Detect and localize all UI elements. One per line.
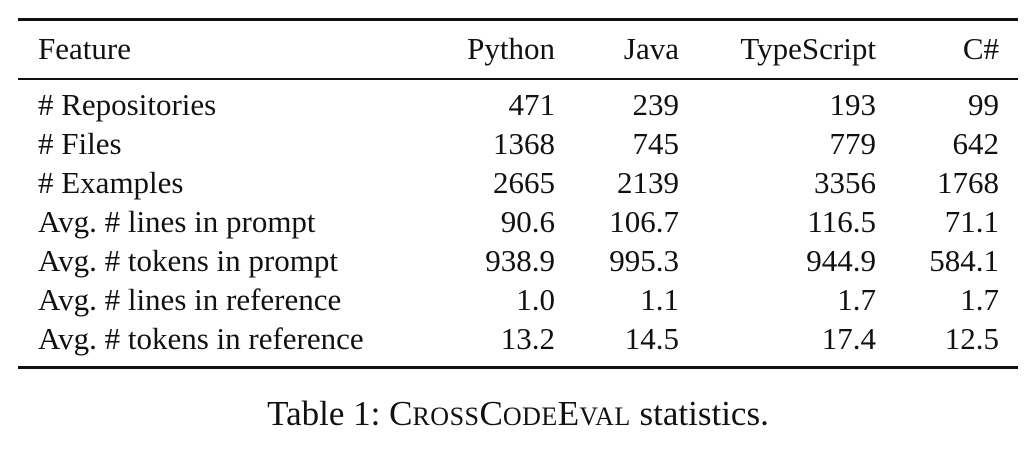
cell-typescript: 1.7 <box>837 282 876 317</box>
cell-typescript: 944.9 <box>806 243 876 278</box>
cell-feature: Avg. # lines in reference <box>38 282 342 317</box>
cell-java: 1.1 <box>640 282 679 317</box>
header-java: Java <box>623 31 679 66</box>
caption-name-cap: C <box>389 394 413 433</box>
header-feature: Feature <box>38 31 131 66</box>
cell-typescript: 779 <box>829 126 877 161</box>
table-top-rule <box>18 18 1018 21</box>
cell-typescript: 193 <box>829 87 877 122</box>
cell-csharp: 642 <box>952 126 1000 161</box>
cell-python: 1368 <box>493 126 555 161</box>
table-row: Avg. # tokens in reference 13.2 14.5 17.4 12… <box>18 320 1018 358</box>
caption-name-cap: E <box>557 394 580 433</box>
caption-prefix: Table 1: <box>267 394 390 433</box>
caption-name-small: ROSS <box>412 402 480 431</box>
table-row: # Files 1368 745 779 642 <box>18 125 1018 163</box>
cell-feature: Avg. # tokens in prompt <box>38 243 338 278</box>
cell-csharp: 12.5 <box>944 321 999 356</box>
cell-feature: Avg. # tokens in reference <box>38 321 364 356</box>
table-row: # Repositories 471 239 193 99 <box>18 86 1018 124</box>
cell-python: 90.6 <box>500 204 555 239</box>
caption-suffix: statistics. <box>630 394 769 433</box>
caption-name-cap: C <box>479 394 503 433</box>
cell-java: 14.5 <box>624 321 679 356</box>
table-row: Avg. # tokens in prompt 938.9 995.3 944.9 58… <box>18 242 1018 280</box>
cell-csharp: 71.1 <box>944 204 999 239</box>
cell-java: 745 <box>632 126 680 161</box>
cell-java: 239 <box>632 87 680 122</box>
table-row: Avg. # lines in prompt 90.6 106.7 116.5 71.1 <box>18 203 1018 241</box>
caption-name-small: ODE <box>502 402 558 431</box>
table-header-row: Feature Python Java TypeScript C# <box>18 30 1018 68</box>
cell-python: 2665 <box>493 165 555 200</box>
cell-java: 995.3 <box>609 243 679 278</box>
cell-csharp: 584.1 <box>929 243 999 278</box>
cell-python: 1.0 <box>516 282 555 317</box>
cell-typescript: 17.4 <box>821 321 876 356</box>
cell-python: 13.2 <box>500 321 555 356</box>
caption-name-small: VAL <box>579 402 631 431</box>
cell-typescript: 3356 <box>814 165 876 200</box>
cell-feature: Avg. # lines in prompt <box>38 204 316 239</box>
cell-feature: # Files <box>38 126 122 161</box>
header-typescript: TypeScript <box>740 31 876 66</box>
cell-csharp: 1.7 <box>960 282 999 317</box>
header-python: Python <box>467 31 555 66</box>
table-row: Avg. # lines in reference 1.0 1.1 1.7 1.7 <box>18 281 1018 319</box>
cell-java: 2139 <box>617 165 679 200</box>
caption-name: CROSSCODEEVAL <box>389 394 631 433</box>
table-caption: Table 1: CROSSCODEEVAL statistics. <box>0 392 1036 439</box>
cell-java: 106.7 <box>609 204 679 239</box>
header-csharp: C# <box>962 31 999 66</box>
cell-typescript: 116.5 <box>807 204 876 239</box>
table-header-rule <box>18 78 1018 80</box>
cell-feature: # Repositories <box>38 87 217 122</box>
cell-csharp: 99 <box>968 87 999 122</box>
cell-python: 938.9 <box>485 243 555 278</box>
cell-csharp: 1768 <box>937 165 999 200</box>
table-bottom-rule <box>18 366 1018 369</box>
table-row: # Examples 2665 2139 3356 1768 <box>18 164 1018 202</box>
cell-feature: # Examples <box>38 165 184 200</box>
cell-python: 471 <box>508 87 556 122</box>
